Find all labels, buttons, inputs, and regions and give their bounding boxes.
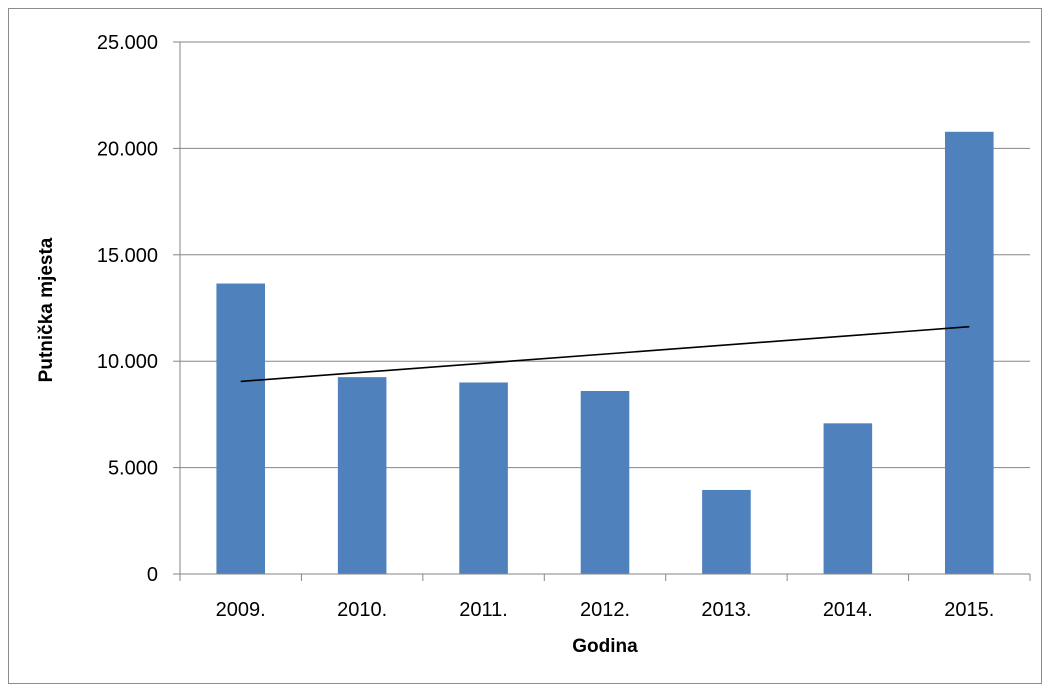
x-tick-label: 2009. [216, 599, 266, 621]
bar [702, 489, 751, 574]
y-tick-label: 20.000 [97, 138, 158, 160]
x-tick-label: 2014. [823, 599, 873, 621]
x-tick-labels: 2009. 2010. 2011. 2012. 2013. 2014. 2015. [216, 599, 995, 621]
trendline-group [240, 325, 970, 383]
x-tick-label: 2013. [701, 599, 751, 621]
trendline [240, 325, 970, 383]
y-tick-label: 5.000 [108, 458, 158, 480]
x-tick-label: 2012. [580, 599, 630, 621]
bar [337, 377, 387, 574]
y-tick-label: 25.000 [97, 32, 158, 54]
x-tick-label: 2015. [944, 599, 994, 621]
x-tick-label: 2010. [337, 599, 387, 621]
y-axis-title: Putnička mjesta [36, 237, 57, 382]
bar [459, 382, 508, 574]
y-tick-labels: 0 5.000 10.000 15.000 20.000 25.000 [97, 32, 158, 586]
bar [823, 423, 873, 574]
y-tick-label: 10.000 [97, 351, 158, 373]
x-axis-title: Godina [572, 636, 638, 657]
bar [945, 131, 994, 574]
x-tick-label: 2011. [459, 599, 508, 621]
y-tick-label: 15.000 [97, 245, 158, 267]
y-tick-label: 0 [147, 564, 158, 586]
bar [216, 283, 265, 574]
axes [179, 42, 1031, 581]
bar [580, 390, 630, 574]
bars [216, 131, 994, 574]
gridlines [173, 41, 1030, 575]
